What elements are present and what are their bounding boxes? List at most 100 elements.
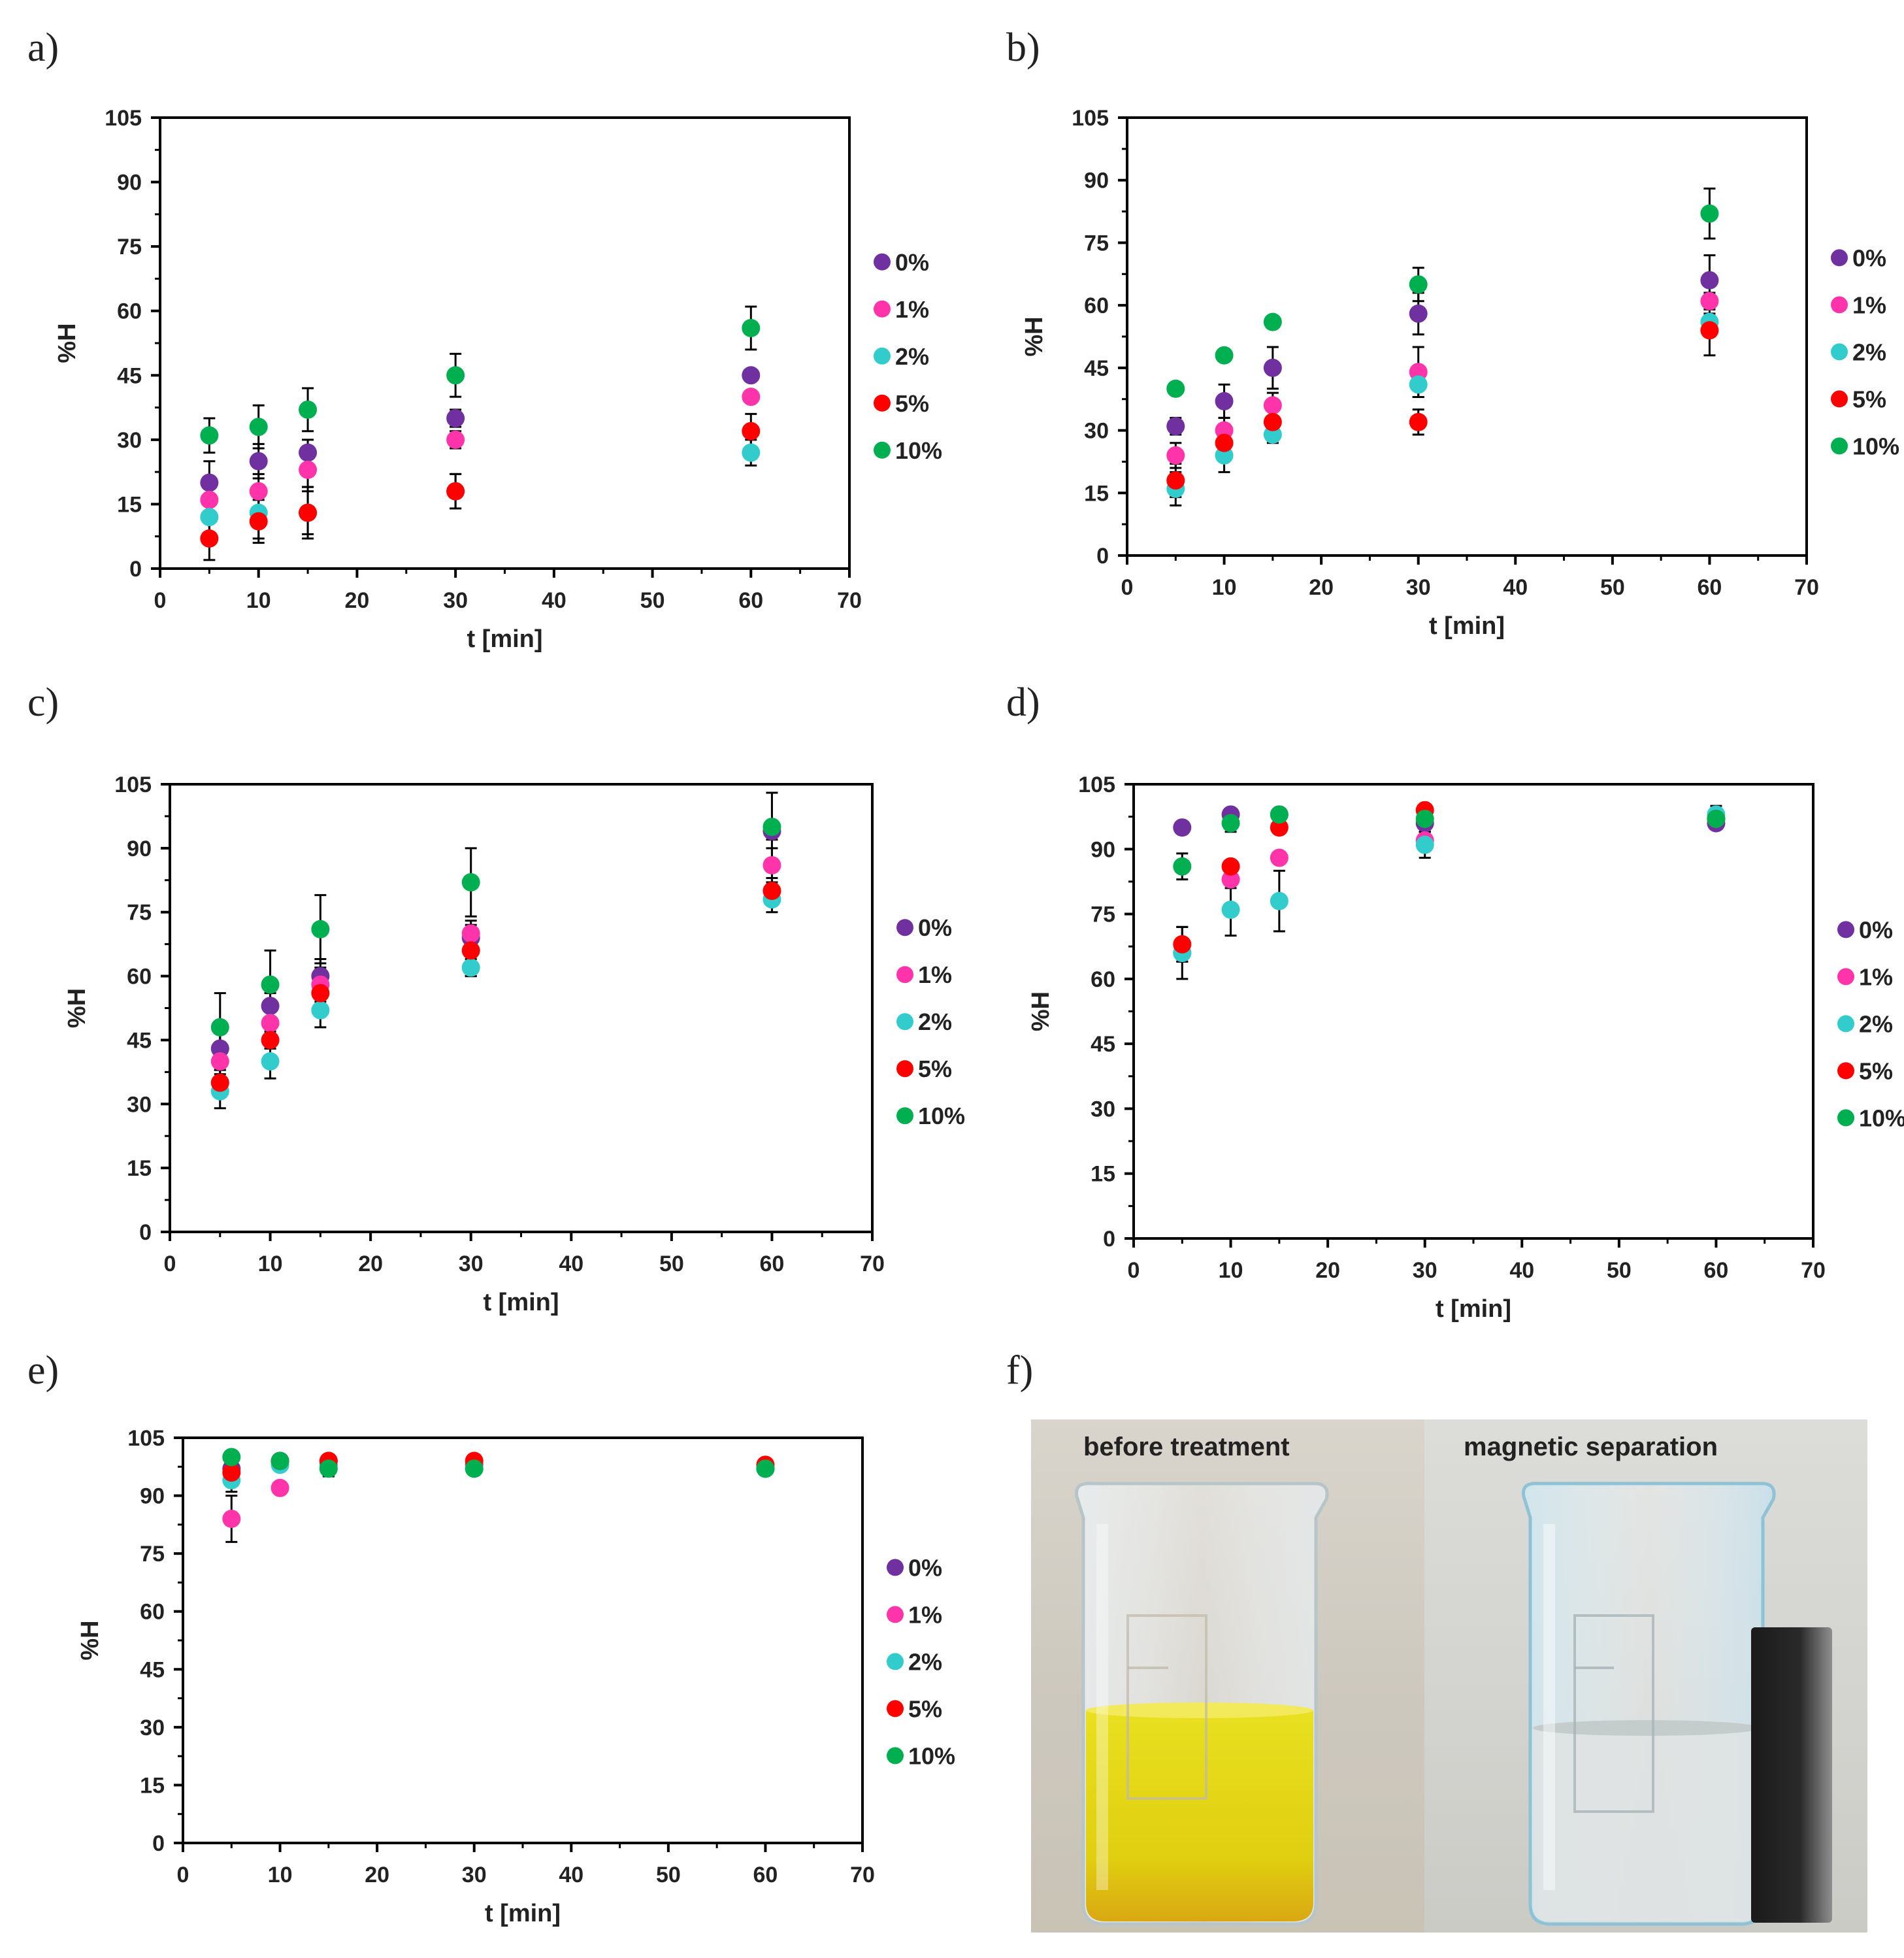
plot-area [169, 783, 874, 1233]
x-tick-label: 10 [1212, 575, 1237, 600]
x-tick-label: 40 [1509, 1258, 1534, 1283]
legend-marker [887, 1747, 904, 1765]
y-tick-label: 90 [127, 837, 152, 861]
y-tick-label: 90 [1084, 169, 1109, 193]
legend-marker [887, 1653, 904, 1670]
data-point-10pct [1215, 346, 1234, 365]
data-point-5pct [763, 882, 781, 901]
x-tick-label: 70 [860, 1252, 885, 1276]
legend-label: 5% [908, 1695, 942, 1722]
data-point-2pct [1270, 891, 1288, 910]
x-tick-label: 40 [559, 1252, 583, 1276]
legend-label: 1% [1852, 291, 1886, 318]
panel-letter-e: e) [27, 1348, 59, 1393]
data-point-10pct [299, 400, 318, 419]
y-tick-label: 60 [1084, 293, 1109, 318]
y-tick-label: 0 [1103, 1227, 1115, 1252]
x-tick-label: 10 [268, 1863, 293, 1887]
x-tick-label: 20 [1309, 575, 1334, 600]
data-point-10pct [1263, 312, 1282, 331]
y-tick-label: 15 [117, 492, 142, 517]
y-tick-label: 105 [1078, 772, 1115, 797]
data-point-2pct [1221, 900, 1240, 919]
data-point-1pct [763, 855, 781, 874]
chart-a: 0 15 30 45 60 75 90 105 0 10 20 30 40 50 60 70 t [min] %H… [54, 106, 942, 653]
x-tick-label: 30 [443, 588, 468, 613]
data-point-0pct [249, 452, 268, 471]
legend-marker [1837, 1015, 1854, 1033]
data-point-1pct [271, 1478, 289, 1497]
legend-marker [887, 1606, 904, 1623]
y-tick-label: 60 [127, 965, 152, 989]
legend-marker [1837, 968, 1854, 986]
data-point-10pct [222, 1448, 241, 1467]
x-tick-label: 40 [1503, 575, 1528, 600]
y-tick-label: 105 [114, 772, 152, 797]
x-tick-label: 30 [462, 1863, 487, 1887]
data-point-5pct [200, 529, 219, 548]
photo-before-treatment: before treatment [1031, 1419, 1424, 1933]
x-tick-label: 60 [738, 588, 763, 613]
x-tick-label: 70 [1801, 1258, 1826, 1283]
y-tick-label: 75 [1091, 903, 1115, 927]
y-axis-label: %H [76, 1620, 104, 1660]
panel-letter-d: d) [1006, 680, 1040, 725]
data-point-5pct [1409, 412, 1428, 431]
chart-e: 0 15 30 45 60 75 90 105 0 10 20 30 40 50 60 70 t [min] %H… [76, 1426, 955, 1927]
x-tick-label: 30 [459, 1252, 484, 1276]
legend-label: 10% [908, 1742, 955, 1769]
legend-marker [887, 1559, 904, 1576]
legend-label: 5% [1859, 1057, 1893, 1084]
data-point-5pct [1270, 818, 1288, 837]
legend-marker [887, 1700, 904, 1717]
y-tick-label: 30 [1091, 1097, 1115, 1121]
data-point-5pct [1221, 857, 1240, 876]
x-tick-label: 10 [258, 1252, 283, 1276]
legend-marker [896, 1013, 913, 1031]
legend-label: 1% [918, 961, 952, 988]
data-point-5pct [1263, 412, 1282, 431]
data-point-10pct [210, 1018, 229, 1037]
chart-d: 0 15 30 45 60 75 90 105 0 10 20 30 40 50 60 70 t [min] %H… [1027, 772, 1904, 1323]
y-tick-label: 45 [117, 363, 142, 388]
panel-letter-b: b) [1006, 25, 1040, 70]
y-tick-label: 45 [127, 1028, 152, 1053]
chart-b: 0 15 30 45 60 75 90 105 0 10 20 30 40 50 60 70 t [min] %H… [1021, 106, 1899, 640]
chart-c: 0 15 30 45 60 75 90 105 0 10 20 30 40 50 60 70 t [min] %H… [63, 772, 965, 1316]
y-axis-label: %H [63, 988, 91, 1028]
y-tick-label: 75 [1084, 231, 1109, 256]
panel-letter-a: a) [27, 25, 59, 70]
legend-marker [874, 300, 891, 318]
data-point-2pct [1415, 835, 1434, 854]
y-tick-label: 0 [1096, 544, 1109, 569]
data-point-0pct [1166, 417, 1185, 436]
x-tick-label: 30 [1413, 1258, 1437, 1283]
y-tick-label: 30 [117, 428, 142, 453]
data-point-0pct [299, 443, 318, 462]
data-point-10pct [271, 1452, 289, 1470]
x-tick-label: 60 [1698, 575, 1722, 600]
y-tick-label: 15 [127, 1156, 152, 1181]
y-tick-label: 0 [152, 1831, 165, 1856]
data-point-1pct [742, 388, 761, 407]
label-before-treatment: before treatment [1083, 1433, 1290, 1461]
data-point-5pct [299, 503, 318, 522]
data-point-5pct [461, 941, 480, 960]
legend-marker [1831, 249, 1848, 267]
x-tick-label: 0 [1121, 575, 1134, 600]
data-point-10pct [249, 418, 268, 437]
data-point-5pct [1700, 321, 1719, 340]
data-point-2pct [1263, 425, 1282, 444]
x-tick-label: 20 [365, 1863, 389, 1887]
legend-marker [874, 347, 891, 365]
x-axis-label: t [min] [483, 1289, 559, 1316]
data-point-2pct [461, 958, 480, 977]
data-point-10pct [461, 873, 480, 892]
legend-marker [1831, 296, 1848, 314]
data-point-5pct [210, 1073, 229, 1092]
y-tick-label: 75 [140, 1542, 165, 1567]
x-tick-label: 40 [559, 1863, 583, 1887]
data-point-2pct [1409, 375, 1428, 394]
data-point-1pct [249, 482, 268, 501]
data-point-2pct [200, 508, 219, 527]
